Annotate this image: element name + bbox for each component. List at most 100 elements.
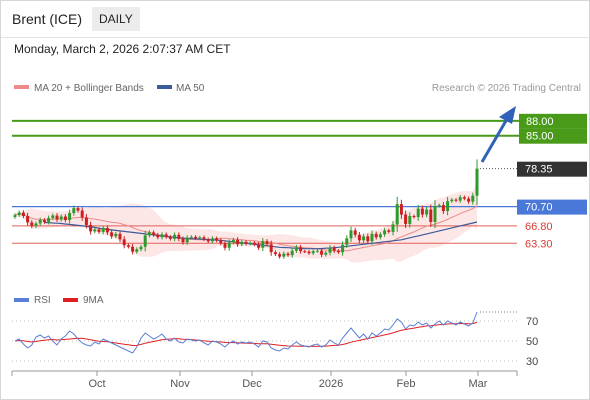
ma50-line [44, 221, 478, 250]
candle [13, 213, 17, 219]
candle [273, 250, 277, 257]
candle [194, 235, 198, 241]
rsi-legend-swatch [14, 298, 29, 302]
x-axis: Oct Nov Dec 2026 Feb Mar [11, 371, 518, 390]
candle [336, 249, 340, 254]
level-support: 66.80 [12, 221, 553, 233]
candle [93, 227, 97, 234]
candle [433, 200, 437, 228]
candle [294, 244, 298, 254]
candle [105, 225, 109, 235]
level-label: 88.00 [526, 116, 554, 128]
candle [114, 231, 118, 239]
candle [244, 239, 248, 246]
candle [450, 197, 454, 203]
candle [395, 196, 399, 232]
candle [80, 207, 84, 221]
level-support: 63.30 [12, 238, 553, 250]
candle [399, 199, 403, 219]
candle [101, 225, 105, 235]
candle [412, 214, 416, 219]
candle [210, 236, 214, 244]
candle [42, 218, 46, 224]
ma50-legend-swatch [157, 85, 172, 89]
candle [156, 232, 160, 240]
candle [420, 205, 424, 218]
candle [135, 247, 139, 254]
forecast-arrow [480, 106, 516, 163]
ma20-legend-swatch [14, 85, 29, 89]
candle [206, 237, 210, 244]
candle [328, 245, 332, 256]
candle [374, 231, 378, 240]
x-tick-label: Nov [170, 378, 190, 390]
timeframe-button[interactable]: DAILY [92, 7, 140, 31]
instrument-title: Brent (ICE) [12, 11, 83, 27]
candle [38, 217, 42, 226]
candle [257, 241, 261, 251]
level-pivot: 70.70 [12, 199, 587, 215]
candle [299, 244, 303, 254]
candle [290, 248, 294, 258]
candle [282, 251, 286, 259]
candle [446, 196, 450, 216]
candle [47, 215, 51, 225]
credit-text: Research © 2026 Trading Central [432, 83, 581, 94]
candle [189, 235, 193, 240]
candle [357, 231, 361, 244]
candle [408, 212, 412, 228]
level-resistance: 85.00 [12, 128, 587, 144]
rsi-ma-legend-swatch [63, 298, 78, 302]
candle [332, 245, 336, 253]
candle [160, 232, 164, 240]
candle [370, 230, 374, 245]
candle [198, 235, 202, 240]
candle [315, 249, 319, 253]
level-label-box [519, 113, 587, 129]
candle [97, 227, 101, 234]
candle [76, 206, 80, 213]
candle [269, 240, 273, 256]
candle [185, 235, 189, 245]
rsi-panel: 70 50 30 [12, 311, 538, 368]
candle [437, 203, 441, 208]
candle [475, 159, 479, 206]
candle [215, 236, 219, 243]
x-tick-label: Feb [397, 378, 416, 390]
candle [143, 230, 147, 252]
candle [362, 233, 366, 243]
bollinger-band-area [15, 182, 477, 263]
candle [467, 196, 471, 204]
level-label: 70.70 [525, 202, 553, 214]
level-last: 78.35 [480, 161, 587, 177]
candle [139, 244, 143, 252]
candle [248, 241, 252, 246]
candle [261, 238, 265, 251]
candle [59, 214, 63, 222]
candle [131, 244, 135, 255]
candle [378, 232, 382, 240]
candle [219, 238, 223, 246]
candle [391, 220, 395, 236]
candle [458, 194, 462, 203]
candle [383, 227, 387, 237]
candle [110, 229, 114, 239]
candle [353, 227, 357, 238]
candle [181, 236, 185, 245]
candlesticks [13, 159, 479, 259]
candle [303, 249, 307, 254]
candle [223, 240, 227, 251]
timestamp: Monday, March 2, 2026 2:07:37 AM CET [14, 42, 231, 56]
candle [471, 192, 475, 205]
candle [320, 248, 324, 258]
candle [454, 198, 458, 203]
candle [349, 226, 353, 242]
candle [147, 230, 151, 238]
candle [240, 239, 244, 247]
candle [68, 209, 72, 224]
level-label-box [517, 161, 587, 177]
candle [122, 236, 126, 249]
ma20-legend-label: MA 20 + Bollinger Bands [34, 83, 144, 94]
